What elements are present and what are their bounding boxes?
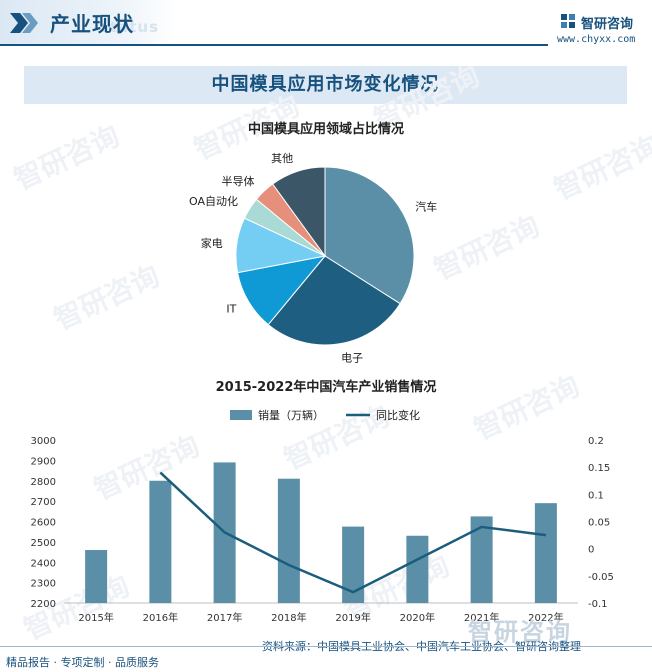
y-left-tick: 2600 xyxy=(31,518,56,529)
combo-chart: 2015-2022年中国汽车产业销售情况 销量（万辆） 同比变化 2200 2300 2… xyxy=(31,379,614,624)
legend-line-label: 同比变化 xyxy=(376,408,420,422)
y-right-tick: -0.05 xyxy=(588,572,614,583)
footer-tagline: 精品报告 · 专项定制 · 品质服务 xyxy=(6,656,159,669)
bar xyxy=(149,480,172,603)
report-banner: 中国模具应用市场变化情况 xyxy=(24,66,627,104)
bar xyxy=(406,535,429,603)
bar xyxy=(342,526,365,603)
y-right-tick: 0 xyxy=(588,545,594,556)
header-ghost-text: status xyxy=(100,18,159,36)
bar xyxy=(277,478,300,603)
y-left-tick: 2700 xyxy=(31,497,56,508)
page-header: status 产业现状 智研咨询 www.chyxx.com xyxy=(0,0,652,48)
y-right-tick: 0.2 xyxy=(588,436,604,447)
double-chevron-icon xyxy=(10,13,38,33)
x-tick-label: 2015年 xyxy=(78,611,113,624)
footer-divider xyxy=(0,646,652,647)
header-divider xyxy=(0,44,548,46)
x-tick-label: 2017年 xyxy=(207,611,242,624)
pie-label: OA自动化 xyxy=(189,194,238,208)
y-right-tick: 0.05 xyxy=(588,518,610,529)
brand-name: 智研咨询 xyxy=(581,17,634,32)
x-tick-label: 2022年 xyxy=(528,611,563,624)
combo-title: 2015-2022年中国汽车产业销售情况 xyxy=(216,379,437,395)
brand-url: www.chyxx.com xyxy=(557,34,636,45)
legend-bar-label: 销量（万辆） xyxy=(258,408,324,422)
y-right-tick: 0.1 xyxy=(588,490,604,501)
header-band xyxy=(0,0,175,44)
x-tick-label: 2020年 xyxy=(400,611,435,624)
y-left-tick: 2300 xyxy=(31,579,56,590)
x-tick-label: 2021年 xyxy=(464,611,499,624)
x-tick-label: 2016年 xyxy=(143,611,178,624)
y-left-tick: 2400 xyxy=(31,558,56,569)
pie-label: 电子 xyxy=(341,352,363,365)
y-left-tick: 2900 xyxy=(31,456,56,467)
x-tick-label: 2019年 xyxy=(335,611,370,624)
brand-logo-icon xyxy=(561,14,575,28)
pie-label: 家电 xyxy=(201,236,223,250)
pie-title: 中国模具应用领域占比情况 xyxy=(248,121,404,137)
y-left-tick: 2500 xyxy=(31,538,56,549)
y-left-tick: 2200 xyxy=(31,599,56,610)
report-title: 中国模具应用市场变化情况 xyxy=(211,74,440,95)
bar xyxy=(85,550,108,603)
y-right-tick: 0.15 xyxy=(588,463,610,474)
pie-label: 汽车 xyxy=(415,199,437,213)
y-left-tick: 2800 xyxy=(31,477,56,488)
footer-logo-text: 智研咨询 xyxy=(468,618,572,646)
pie-slice xyxy=(271,166,326,258)
pie-label: IT xyxy=(226,302,236,315)
bar xyxy=(534,503,557,603)
pie-label: 其他 xyxy=(271,152,293,165)
pie-slice xyxy=(267,255,401,346)
page-footer: 智研咨询 资料来源：中国模具工业协会、中国汽车工业协会、智研咨询整理 精品报告 … xyxy=(0,618,652,672)
pie-slice xyxy=(324,166,415,305)
pie-label: 半导体 xyxy=(221,174,254,188)
section-title: 产业现状 xyxy=(50,12,134,36)
legend-bar-swatch xyxy=(230,410,252,420)
y-right-tick: -0.1 xyxy=(588,599,608,610)
bar xyxy=(470,516,493,603)
x-tick-label: 2018年 xyxy=(271,611,306,624)
y-left-tick: 3000 xyxy=(31,436,56,447)
